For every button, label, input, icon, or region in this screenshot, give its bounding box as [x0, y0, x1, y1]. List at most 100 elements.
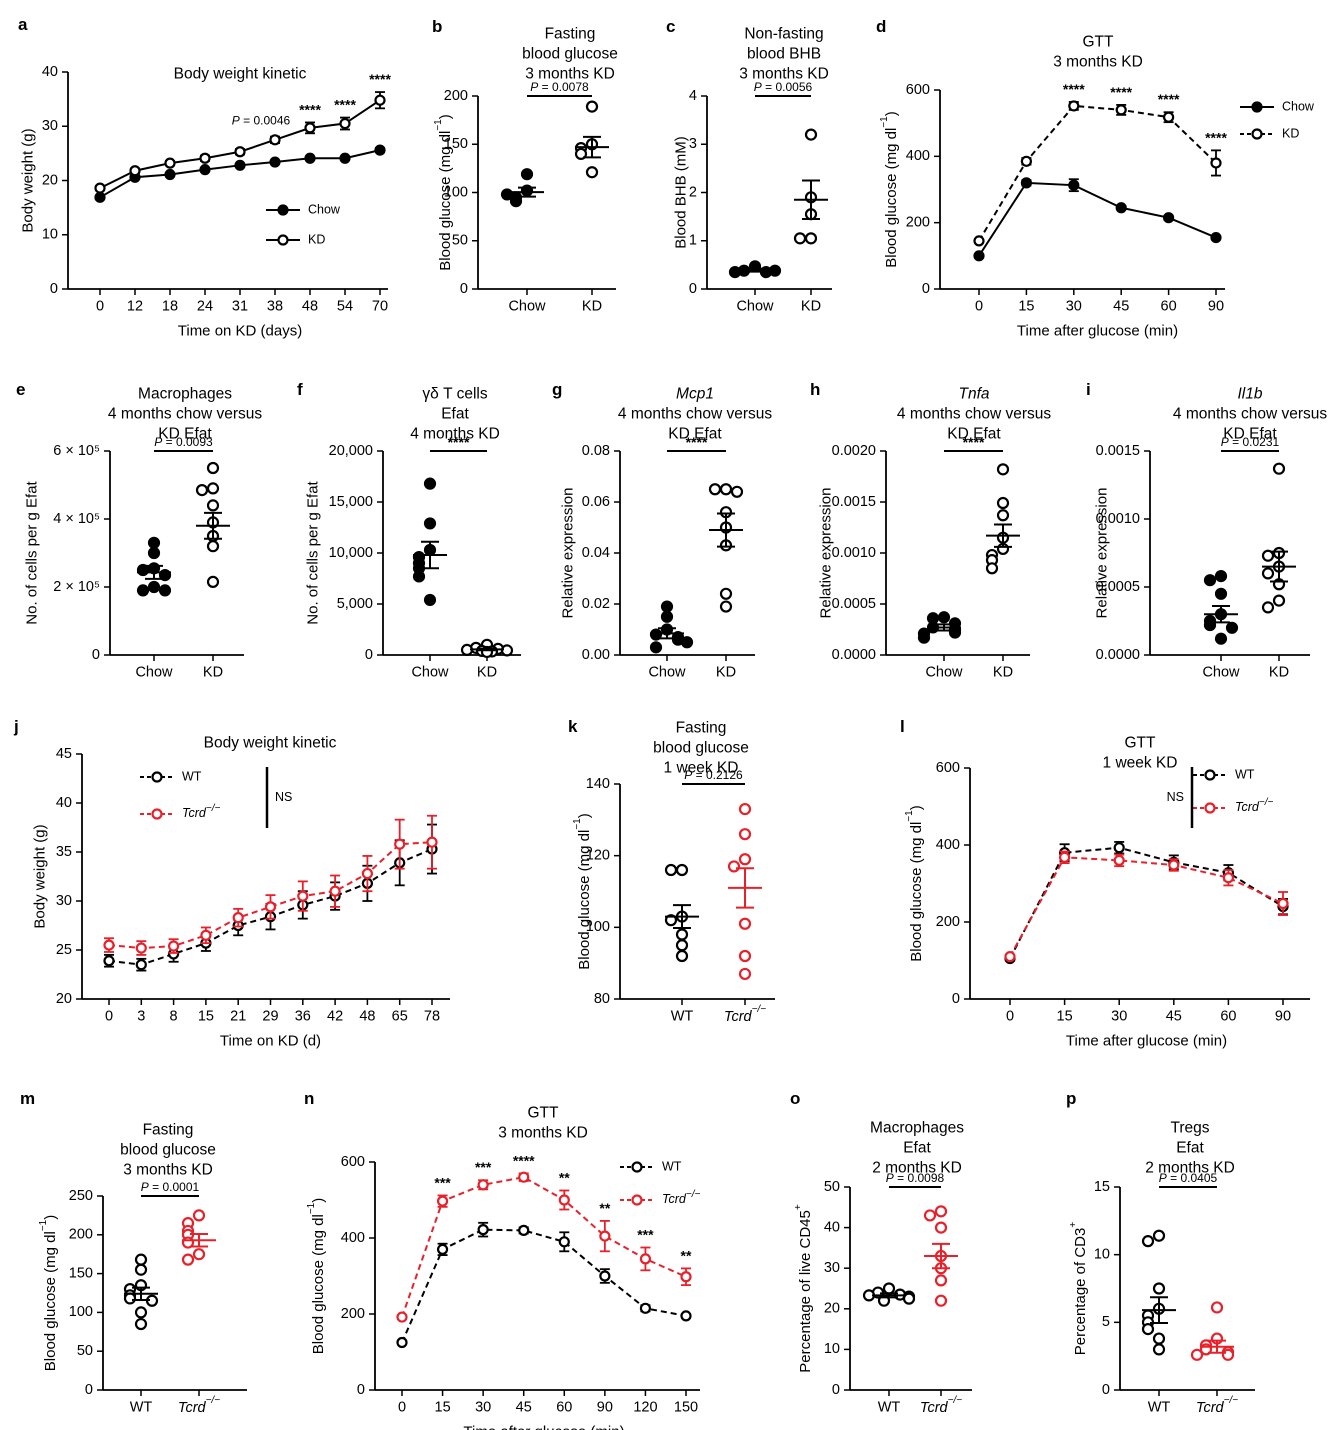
- x-axis-label: Time on KD (d): [220, 1032, 321, 1049]
- data-point-kd: [269, 134, 281, 146]
- panel-letter: p: [1066, 1089, 1076, 1108]
- group-label: WT: [1148, 1400, 1171, 1416]
- ns-label: NS: [275, 790, 292, 804]
- series-line-wt: [1009, 846, 1284, 960]
- legend-label: WT: [182, 769, 202, 783]
- y-tick-label: 0.0005: [832, 596, 876, 612]
- data-point: [804, 128, 818, 141]
- panel-title-line: KD Efat: [1223, 425, 1277, 442]
- x-tick-label: 54: [337, 299, 353, 315]
- data-point: [1152, 1282, 1166, 1295]
- x-tick-label: 48: [302, 299, 318, 315]
- x-tick-label: 31: [232, 299, 248, 315]
- data-point-tcrd: [297, 890, 309, 902]
- x-axis-label: Time after glucose (min): [463, 1423, 624, 1430]
- panel-letter: d: [876, 17, 886, 36]
- x-tick-label: 30: [475, 1400, 491, 1416]
- panel-letter: m: [20, 1089, 35, 1108]
- y-axis-label: Percentage of live CD45+: [793, 1204, 815, 1373]
- panel-title-line: 3 months KD: [123, 1161, 213, 1178]
- data-point-tcrd: [1168, 859, 1180, 871]
- panel-title-line: GTT: [1083, 33, 1115, 50]
- series-line-chow: [978, 181, 1217, 257]
- data-point: [728, 266, 742, 279]
- panel-i: i Il1b 4 months chow versus KD Efat 0.0000 0.…: [1086, 380, 1327, 681]
- panel-title-line: 4 months chow versus: [618, 405, 772, 422]
- y-tick-label: 0.0000: [832, 647, 876, 663]
- y-tick-label: 20: [42, 172, 58, 188]
- data-point: [719, 483, 733, 496]
- data-point-wt: [135, 959, 147, 971]
- panel-title-line: KD Efat: [158, 425, 212, 442]
- data-point: [738, 853, 752, 866]
- data-point-kd: [1020, 155, 1033, 167]
- panel-letter: c: [666, 17, 675, 36]
- data-point-kd: [234, 146, 246, 158]
- legend-marker: [631, 1194, 643, 1206]
- data-point: [134, 1253, 148, 1266]
- x-tick-label: 12: [127, 299, 143, 315]
- data-point-wt: [436, 1243, 449, 1256]
- group-label: Tcrd−/−: [920, 1395, 962, 1416]
- data-point: [1141, 1235, 1155, 1248]
- data-point-chow: [1068, 179, 1080, 191]
- panel-title-line: Mcp1: [676, 385, 714, 402]
- data-point-chow: [1162, 212, 1175, 224]
- data-point: [937, 611, 951, 624]
- data-point: [917, 631, 931, 644]
- x-tick-label: 18: [162, 299, 178, 315]
- x-tick-label: 15: [435, 1400, 451, 1416]
- data-point-tcrd: [1277, 897, 1289, 910]
- panel-letter: h: [810, 380, 820, 399]
- group-label: Tcrd−/−: [724, 1004, 766, 1025]
- panel-title-line: Body weight kinetic: [174, 65, 307, 82]
- panel-letter: b: [432, 17, 442, 36]
- significance-stars: ****: [686, 434, 708, 450]
- panel-title-line: 3 months KD: [739, 65, 829, 82]
- x-tick-label: 90: [1208, 299, 1224, 315]
- data-point-tcrd: [599, 1230, 611, 1242]
- y-tick-label: 40: [824, 1219, 840, 1235]
- data-point-tcrd: [680, 1271, 692, 1283]
- y-tick-label: 150: [69, 1265, 93, 1281]
- panel-h: h Tnfa 4 months chow versus KD Efat 0.0000 0.…: [810, 380, 1051, 681]
- y-axis-label: Relative expression: [559, 488, 576, 619]
- legend-label: Chow: [308, 202, 341, 216]
- data-point: [585, 166, 599, 179]
- x-tick-label: 3: [137, 1009, 145, 1025]
- data-point-tcrd: [329, 885, 341, 897]
- significance-stars: ****: [1063, 81, 1085, 97]
- data-point: [1141, 1322, 1155, 1336]
- data-point-kd: [164, 157, 176, 169]
- y-tick-label: 30: [56, 893, 72, 909]
- significance-stars: ***: [475, 1159, 492, 1175]
- data-point-kd: [1068, 100, 1080, 112]
- y-tick-label: 30: [824, 1260, 840, 1276]
- y-tick-label: 600: [341, 1154, 365, 1170]
- data-point: [649, 628, 663, 641]
- data-point-wt: [639, 1302, 652, 1314]
- data-point: [1210, 1301, 1224, 1314]
- legend-label: Tcrd−/−: [182, 803, 220, 820]
- x-tick-label: 42: [327, 1009, 343, 1025]
- panel-title-line: 3 months KD: [498, 1124, 588, 1141]
- data-point: [708, 483, 722, 496]
- data-point: [675, 939, 689, 952]
- panel-title-line: blood glucose: [653, 739, 749, 756]
- y-tick-label: 0: [50, 281, 58, 297]
- data-point-tcrd: [426, 836, 438, 848]
- panel-title-line: Efat: [1176, 1139, 1204, 1156]
- data-point: [738, 967, 752, 981]
- data-point-kd: [973, 235, 985, 247]
- data-point-wt: [1113, 842, 1125, 854]
- p-value-label: P = 0.0231: [1221, 435, 1280, 449]
- significance-stars: ****: [1110, 84, 1132, 100]
- panel-g: g Mcp1 4 months chow versus KD Efat 0.00 0.02…: [552, 380, 772, 681]
- data-point: [719, 587, 733, 600]
- panel-f: f γδ T cells Efat 4 months KD 0 5,000 10,000 15…: [297, 380, 521, 681]
- y-tick-label: 100: [69, 1304, 93, 1320]
- panel-title-line: blood BHB: [747, 45, 821, 62]
- y-tick-label: 200: [444, 88, 468, 104]
- group-label: Chow: [508, 299, 546, 315]
- y-tick-label: 15,000: [329, 494, 373, 510]
